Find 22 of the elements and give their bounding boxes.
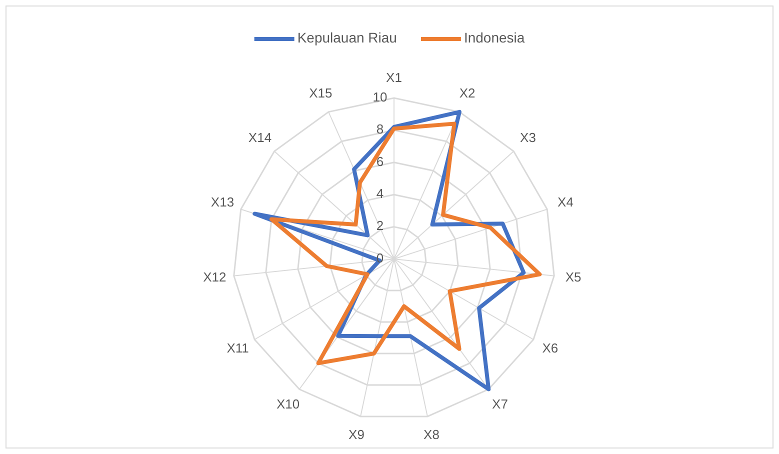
- legend-label: Indonesia: [464, 30, 525, 46]
- spoke-label: X5: [565, 269, 582, 284]
- spoke-label: X8: [424, 426, 440, 442]
- y-tick-label: 8: [376, 122, 384, 137]
- y-tick-label: 10: [372, 89, 388, 104]
- spoke-label: X13: [210, 194, 234, 210]
- spoke-label: X3: [520, 130, 536, 145]
- spoke-label: X14: [248, 130, 272, 145]
- spoke-label: X15: [309, 86, 332, 101]
- spoke-label: X10: [276, 396, 300, 412]
- y-tick-label: 6: [376, 154, 384, 169]
- spoke-label: X2: [459, 86, 476, 101]
- spoke-label: X9: [348, 426, 364, 442]
- y-tick-label: 2: [376, 218, 384, 234]
- y-tick-label: 4: [376, 186, 384, 202]
- spoke-label: X12: [203, 269, 226, 284]
- spoke-label: X11: [226, 340, 249, 356]
- spoke-label: X6: [542, 340, 558, 356]
- spoke-label: X1: [386, 70, 402, 86]
- legend-label: Kepulauan Riau: [297, 30, 397, 46]
- spoke-label: X7: [492, 396, 508, 412]
- spoke-label: X4: [558, 194, 574, 210]
